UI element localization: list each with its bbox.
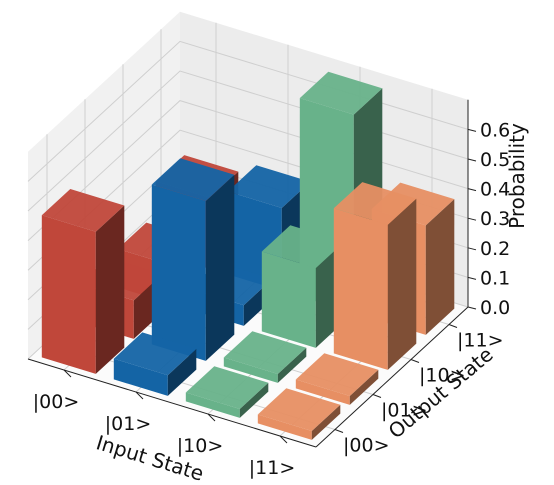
z-tick-label: 0.3	[480, 208, 510, 230]
bar-00-00	[41, 189, 125, 374]
bar-front-face	[41, 215, 96, 374]
z-tick-mark	[467, 128, 477, 132]
bar-side-face	[95, 205, 125, 374]
bar-top-face	[223, 331, 307, 374]
bar-11-10	[333, 182, 417, 370]
bar-side-face	[167, 348, 197, 396]
y-tick-label: |10>	[419, 365, 466, 387]
bar-top-face	[41, 189, 125, 232]
bar-11-01	[295, 353, 379, 405]
y-tick-mark	[334, 429, 344, 433]
z-tick-mark	[467, 247, 477, 251]
bar-10-00	[185, 366, 269, 418]
z-tick-label: 0.2	[480, 238, 510, 260]
bar-front-face	[333, 208, 388, 370]
z-tick-mark	[467, 306, 477, 310]
bar-top-face	[113, 332, 197, 376]
bar-front-face	[151, 184, 206, 361]
x-tick-mark	[135, 391, 144, 400]
z-tick-label: 0.1	[480, 267, 510, 289]
bar-side-face	[277, 347, 307, 383]
y-tick-mark	[372, 394, 382, 398]
y-tick-mark	[448, 324, 458, 328]
z-tick-mark	[467, 217, 477, 221]
z-tick-mark	[467, 188, 477, 192]
z-tick-mark	[467, 276, 477, 280]
bar-side-face	[425, 199, 455, 335]
bar-side-face	[205, 174, 235, 361]
bar-top-face	[299, 71, 383, 115]
tick-labels: |00> |01> |10> |11> |00> |01> |10> |11> 0.0 0.1 0.…	[33, 119, 510, 479]
x-axis-line	[27, 358, 317, 448]
bar-10-01	[223, 331, 307, 383]
x-tick-mark	[63, 369, 72, 378]
bar-top-face	[227, 165, 311, 208]
bar-side-face	[349, 369, 379, 405]
z-tick-label: 0.6	[480, 119, 510, 141]
bar-front-face	[295, 379, 350, 405]
bar-side-face	[239, 382, 269, 418]
y-axis-line	[315, 306, 469, 448]
x-tick-label: |00>	[33, 391, 80, 413]
x-tick-mark	[207, 413, 216, 422]
x-tick-label: |10>	[177, 435, 224, 457]
y-tick-mark	[410, 359, 420, 363]
z-axis-label: Probability	[505, 123, 529, 229]
bar-front-face	[185, 392, 240, 418]
bar-01-00	[113, 332, 197, 396]
bar-11-00	[257, 388, 341, 440]
y-tick-label: |01>	[381, 400, 428, 422]
y-tick-label: |00>	[343, 435, 390, 457]
bar-10-10	[261, 225, 345, 348]
bar-front-face	[223, 357, 278, 383]
bar-01-01	[151, 158, 235, 361]
x-tick-mark	[279, 435, 288, 444]
bar-top-face	[295, 353, 379, 396]
bars	[41, 71, 455, 440]
bar-side-face	[387, 198, 417, 370]
bar-side-face	[311, 404, 341, 440]
z-tick-mark	[467, 158, 477, 162]
bar-top-face	[261, 225, 345, 268]
bar-front-face	[113, 358, 168, 396]
bar-top-face	[257, 388, 341, 431]
z-tick-label: 0.5	[480, 149, 510, 171]
bar-front-face	[261, 251, 316, 348]
z-tick-label: 0.4	[480, 179, 510, 201]
z-tick-label: 0.0	[480, 297, 510, 319]
bar-top-face	[151, 158, 235, 201]
bar-top-face	[333, 182, 417, 225]
x-tick-label: |11>	[249, 457, 296, 479]
bar-top-face	[185, 366, 269, 409]
bar-front-face	[257, 414, 312, 440]
x-tick-label: |01>	[105, 413, 152, 435]
axis-edges	[27, 99, 469, 448]
y-tick-label: |11>	[457, 330, 504, 352]
